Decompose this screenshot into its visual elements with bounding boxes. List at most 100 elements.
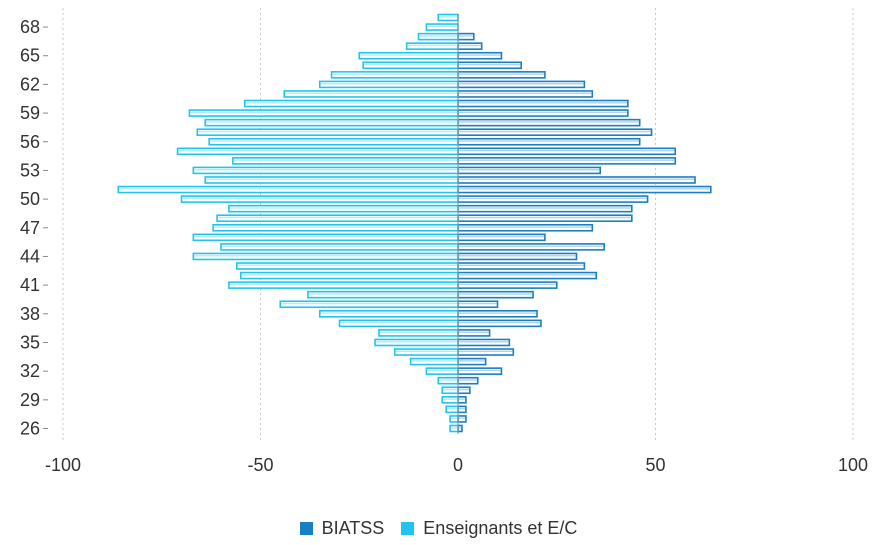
bar-highlight	[178, 149, 458, 152]
bar-highlight	[459, 83, 584, 85]
chart-legend: BIATSS Enseignants et E/C	[0, 518, 877, 540]
bar-highlight	[459, 264, 584, 267]
x-tick-labels: -100 -50 0 50 100	[45, 455, 868, 475]
bar-highlight	[222, 245, 457, 247]
bar-highlight	[241, 274, 457, 276]
y-tick-label: 53	[20, 160, 40, 180]
bar-highlight	[308, 293, 457, 295]
bar-highlight	[194, 169, 457, 171]
bar-highlight	[459, 417, 465, 419]
bar-highlight	[459, 54, 501, 56]
bar-highlight	[459, 427, 461, 429]
grid-lines	[62, 8, 854, 440]
bar-highlight	[459, 226, 592, 228]
bar-highlight	[206, 121, 457, 123]
bars	[117, 13, 712, 433]
bar-highlight	[320, 312, 457, 314]
bar-highlight	[459, 73, 544, 75]
bar-highlight	[439, 16, 457, 18]
bar-highlight	[459, 178, 694, 180]
bar-enseignants	[196, 128, 459, 136]
bar-highlight	[459, 388, 469, 391]
bar-highlight	[439, 379, 457, 381]
bar-highlight	[459, 331, 489, 333]
bar-highlight	[419, 35, 457, 37]
bar-highlight	[459, 407, 465, 410]
bar-highlight	[340, 321, 457, 324]
bar-highlight	[182, 197, 457, 200]
bar-highlight	[229, 283, 457, 286]
bar-biatss	[457, 386, 471, 395]
bar-enseignants	[228, 204, 459, 213]
bar-enseignants	[318, 310, 459, 318]
y-tick-label: 35	[20, 332, 40, 352]
bar-enseignants	[216, 214, 459, 223]
bar-highlight	[451, 417, 457, 419]
legend-label-biatss: BIATSS	[321, 518, 385, 538]
x-tick-label: 0	[453, 455, 463, 475]
y-tick-label: 59	[20, 103, 40, 123]
legend-swatch-biatss	[299, 522, 313, 535]
bar-highlight	[411, 360, 457, 362]
bar-highlight	[427, 369, 457, 372]
legend-item-biatss[interactable]: BIATSS	[299, 518, 385, 539]
bar-highlight	[459, 293, 533, 295]
bar-highlight	[233, 159, 457, 161]
bar-highlight	[459, 350, 513, 353]
bar-highlight	[332, 73, 457, 75]
bar-highlight	[459, 44, 481, 47]
bar-enseignants	[441, 386, 459, 395]
bar-biatss	[457, 128, 653, 136]
bar-highlight	[218, 216, 457, 219]
y-tick-label: 26	[20, 419, 40, 439]
bar-highlight	[206, 178, 457, 180]
bar-highlight	[459, 197, 647, 200]
y-tick-label: 47	[20, 218, 40, 238]
y-tick-label: 38	[20, 304, 40, 324]
bar-highlight	[395, 350, 457, 353]
bar-biatss	[457, 214, 633, 223]
bar-highlight	[210, 140, 457, 142]
bar-highlight	[459, 111, 627, 114]
legend-swatch-enseignants	[401, 522, 415, 535]
bar-highlight	[459, 35, 473, 37]
y-tick-label: 29	[20, 390, 40, 410]
bar-highlight	[459, 341, 509, 343]
bar-highlight	[380, 331, 457, 333]
y-tick-label: 62	[20, 74, 40, 94]
bar-enseignants	[220, 243, 459, 251]
bar-highlight	[459, 207, 631, 209]
bar-highlight	[459, 121, 639, 123]
bar-highlight	[459, 369, 501, 372]
bar-highlight	[459, 130, 651, 133]
bar-highlight	[459, 140, 639, 142]
bar-biatss	[457, 396, 467, 404]
bar-highlight	[376, 341, 457, 343]
bar-highlight	[320, 83, 457, 85]
bar-highlight	[459, 159, 675, 161]
bar-biatss	[457, 243, 605, 251]
bar-biatss	[457, 204, 633, 213]
bar-highlight	[214, 226, 457, 228]
y-tick-label: 68	[20, 17, 40, 37]
bar-highlight	[364, 63, 457, 66]
bar-highlight	[194, 235, 457, 238]
bar-highlight	[459, 283, 556, 286]
bar-highlight	[459, 245, 604, 247]
bar-highlight	[459, 398, 465, 400]
legend-item-enseignants[interactable]: Enseignants et E/C	[401, 518, 577, 539]
bar-highlight	[459, 360, 485, 362]
bar-biatss	[457, 310, 538, 318]
bar-highlight	[198, 130, 458, 133]
bar-highlight	[459, 102, 627, 104]
y-tick-label: 44	[20, 246, 40, 266]
bar-highlight	[459, 321, 540, 324]
y-tick-labels: 68 65 62 59 56 53 50 47 44 41 38 35 32 29 26	[20, 17, 48, 439]
bar-highlight	[459, 149, 675, 152]
y-tick-label: 32	[20, 361, 40, 381]
bar-highlight	[407, 44, 457, 47]
x-tick-label: -50	[247, 455, 273, 475]
bar-highlight	[119, 188, 458, 190]
bar-highlight	[459, 255, 576, 257]
